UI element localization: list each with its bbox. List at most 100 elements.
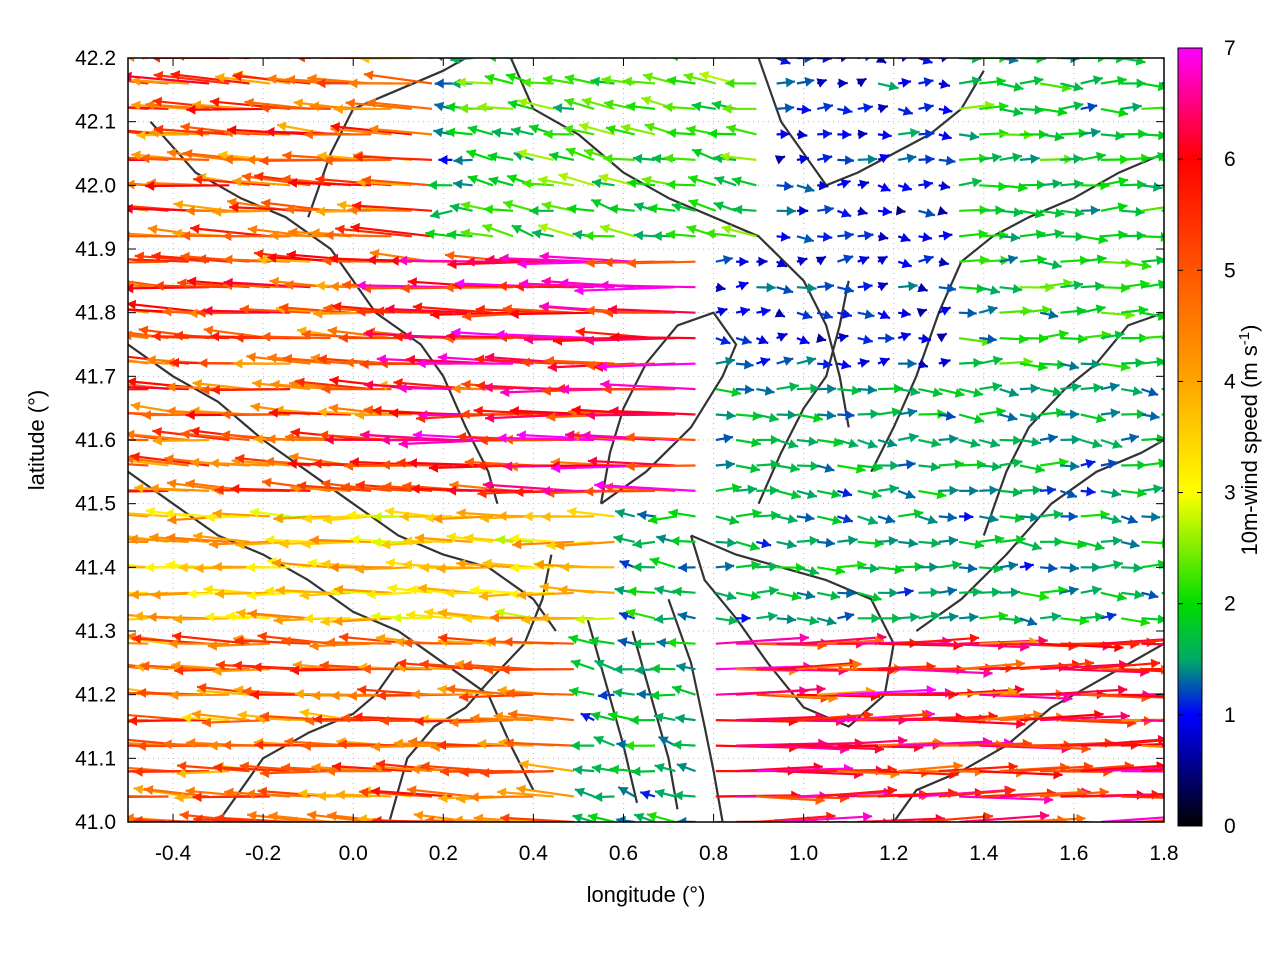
- wind-vector: [491, 127, 514, 138]
- wind-vector: [666, 128, 696, 139]
- wind-vector: [683, 72, 717, 85]
- wind-vector: [407, 584, 453, 595]
- wind-vector: [1121, 260, 1152, 271]
- wind-vector: [1019, 282, 1055, 293]
- wind-vector: [837, 611, 855, 622]
- wind-vector: [552, 103, 574, 114]
- wind-vector: [1100, 229, 1128, 240]
- wind-vector: [898, 761, 963, 773]
- wind-vector: [170, 70, 250, 85]
- wind-vector: [150, 58, 230, 63]
- wind-vector: [877, 587, 899, 598]
- wind-vector: [128, 513, 149, 518]
- wind-vector: [687, 174, 717, 187]
- wind-vector: [564, 97, 595, 110]
- wind-vector: [449, 717, 514, 728]
- wind-vector: [464, 533, 514, 544]
- wind-vector: [917, 359, 929, 369]
- wind-vector: [296, 481, 372, 492]
- wind-vector: [897, 432, 919, 443]
- wind-vector: [348, 205, 412, 216]
- wind-vector: [666, 179, 696, 190]
- wind-vector: [857, 563, 880, 574]
- wind-vector: [837, 309, 853, 319]
- wind-vector: [756, 485, 780, 496]
- wind-vector: [918, 611, 941, 622]
- wind-vector: [295, 58, 372, 63]
- wind-vector: [180, 429, 250, 442]
- wind-vector: [938, 459, 964, 470]
- wind-vector: [557, 172, 595, 187]
- wind-vector: [918, 333, 932, 344]
- wind-vector: [959, 612, 979, 623]
- wind-vector: [877, 514, 896, 524]
- wind-vector: [1039, 329, 1069, 340]
- wind-vector: [591, 763, 615, 774]
- wind-vector: [1121, 357, 1145, 368]
- wind-vector: [817, 129, 833, 140]
- wind-vector: [796, 104, 812, 115]
- wind-vector: [605, 124, 635, 136]
- wind-vector: [632, 153, 656, 164]
- wind-vector: [958, 177, 982, 188]
- wind-vector: [359, 787, 433, 798]
- wind-vector: [776, 231, 791, 242]
- wind-vector: [857, 281, 873, 292]
- wind-vector: [672, 739, 696, 750]
- wind-vector: [399, 511, 453, 522]
- wind-vector: [959, 587, 982, 598]
- wind-vector: [203, 584, 250, 595]
- wind-vector: [128, 795, 129, 797]
- wind-vector: [1080, 254, 1107, 265]
- wind-vector: [1161, 744, 1164, 747]
- wind-vector: [938, 257, 950, 267]
- wind-vector: [958, 438, 981, 449]
- y-axis-label: latitude (°): [24, 390, 49, 491]
- wind-vector: [301, 538, 352, 549]
- wind-vector: [691, 148, 717, 161]
- wind-vector: [1141, 411, 1160, 421]
- wind-vector: [560, 562, 615, 573]
- wind-vector: [210, 384, 291, 395]
- wind-vector: [403, 536, 453, 547]
- wind-vector: [164, 818, 230, 822]
- wind-vector: [626, 258, 696, 269]
- wind-vector: [1040, 485, 1057, 496]
- wind-vector: [487, 151, 514, 162]
- wind-vector: [837, 588, 856, 599]
- wind-vector: [774, 155, 786, 165]
- wind-vector: [541, 511, 595, 522]
- wind-vector: [796, 489, 818, 499]
- wind-vector: [979, 513, 999, 524]
- wind-vector: [511, 224, 534, 238]
- wind-vector: [507, 709, 575, 722]
- colorbar-label: 10m-wind speed (m s-1): [1236, 325, 1263, 556]
- wind-vector: [128, 715, 210, 726]
- wind-vector: [857, 129, 868, 140]
- wind-vector: [354, 409, 412, 420]
- wind-vector: [1100, 459, 1118, 469]
- wind-vector: [918, 77, 934, 88]
- wind-vectors: [128, 58, 1164, 822]
- wind-vector: [467, 125, 494, 136]
- wind-vector: [294, 688, 352, 699]
- wind-vector: [999, 106, 1024, 117]
- wind-vector: [1060, 231, 1085, 242]
- wind-vector: [735, 590, 761, 601]
- wind-vector: [735, 508, 762, 519]
- wind-vector: [396, 658, 473, 671]
- wind-vector: [1141, 744, 1164, 749]
- wind-vector: [756, 385, 775, 396]
- wind-vector: [1019, 254, 1047, 265]
- wind-vector: [776, 409, 797, 420]
- wind-vector: [735, 335, 752, 345]
- wind-vector: [837, 409, 855, 420]
- wind-vector: [670, 58, 676, 60]
- wind-vector: [816, 153, 833, 164]
- wind-vector: [726, 124, 757, 136]
- wind-vector: [489, 58, 514, 63]
- wind-vector: [482, 480, 574, 492]
- x-tick-label: 1.4: [969, 842, 999, 865]
- wind-vector: [1141, 719, 1164, 723]
- wind-vector: [482, 223, 514, 238]
